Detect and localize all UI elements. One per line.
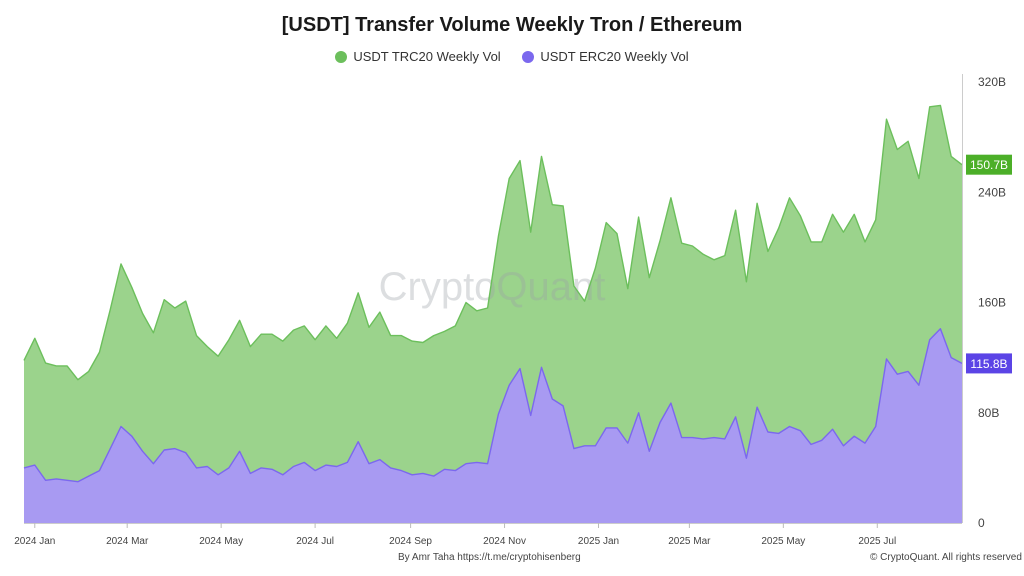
x-tick-label: 2024 Sep: [389, 536, 432, 547]
x-tick-label: 2024 May: [199, 536, 243, 547]
x-tick-label: 2024 Mar: [106, 536, 149, 547]
footer-link[interactable]: https://t.me/cryptohisenberg: [457, 552, 581, 563]
footer-author: By Amr Taha https://t.me/cryptohisenberg: [398, 552, 581, 563]
last-value-label-trc20: 150.7B: [970, 158, 1008, 172]
legend-label-erc20: USDT ERC20 Weekly Vol: [540, 49, 689, 64]
y-tick-label: 80B: [978, 406, 999, 420]
y-tick-label: 0: [978, 516, 985, 530]
legend-dot-erc20: [522, 50, 535, 63]
last-value-badge-trc20: [966, 154, 1012, 175]
x-tick-label: 2025 Jan: [578, 536, 619, 547]
x-tick-label: 2024 Jan: [14, 536, 55, 547]
legend-item-trc20[interactable]: USDT TRC20 Weekly Vol: [335, 49, 501, 64]
line-trc20: [23, 104, 963, 381]
line-erc20: [23, 328, 963, 483]
x-tick-label: 2024 Nov: [483, 536, 526, 547]
y-tick-label: 160B: [978, 296, 1006, 310]
last-value-label-erc20: 115.8B: [970, 357, 1007, 371]
legend-dot-trc20: [335, 50, 348, 63]
y-tick-label: 320B: [978, 75, 1006, 89]
x-tick-label: 2025 Mar: [668, 536, 711, 547]
y-tick-label: 240B: [978, 185, 1006, 199]
legend: USDT TRC20 Weekly Vol USDT ERC20 Weekly …: [0, 49, 1024, 66]
x-tick-label: 2025 Jul: [858, 536, 896, 547]
area-trc20: [24, 105, 962, 524]
chart-title: [USDT] Transfer Volume Weekly Tron / Eth…: [281, 14, 743, 36]
legend-item-erc20[interactable]: USDT ERC20 Weekly Vol: [522, 49, 689, 64]
area-erc20: [24, 328, 962, 523]
x-tick-label: 2024 Jul: [296, 536, 334, 547]
x-tick-label: 2025 May: [761, 536, 805, 547]
last-value-badge-erc20: [966, 353, 1012, 374]
footer-copyright: © CryptoQuant. All rights reserved: [870, 552, 1022, 563]
legend-label-trc20: USDT TRC20 Weekly Vol: [353, 49, 501, 64]
watermark-text: CryptoQuant: [379, 265, 606, 309]
footer-author-name: By Amr Taha: [398, 552, 455, 563]
